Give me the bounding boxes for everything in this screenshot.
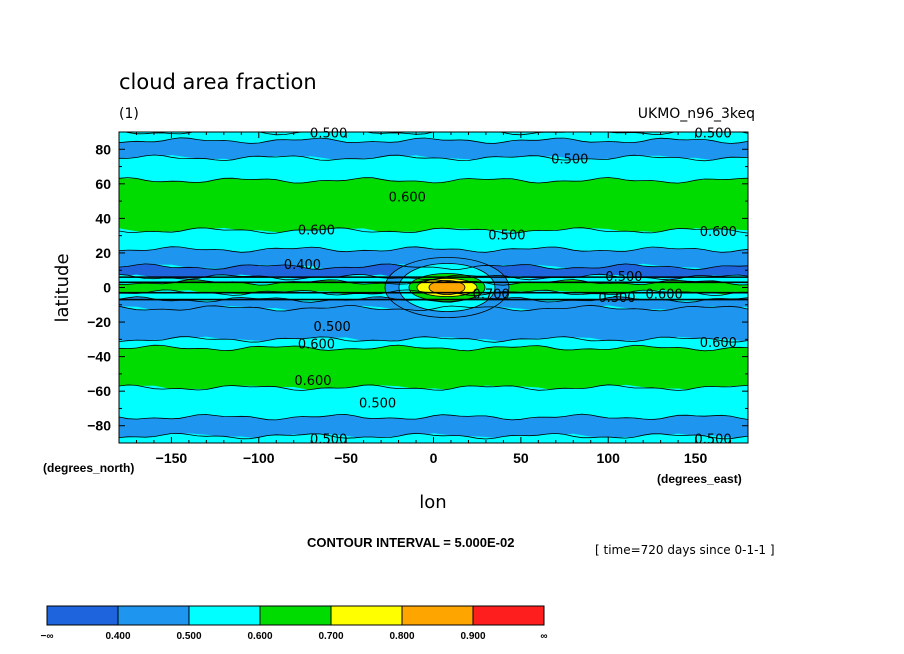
y-tick-label: −40: [87, 349, 111, 365]
contour-line: [384, 257, 510, 318]
contour-label: 0.600: [700, 336, 737, 351]
colorbar-label: 0.800: [389, 631, 414, 642]
colorbar-swatch: [401, 605, 474, 626]
contour-line: [119, 304, 748, 312]
units-label: (1): [119, 106, 139, 122]
contour-line: [119, 413, 748, 421]
contour-band: [119, 345, 748, 391]
x-tick-label: −100: [243, 450, 275, 466]
contour-band: [119, 414, 748, 439]
contour-labels: 0.500 0.500 0.500 0.600 0.600 0.500 0.600 0.400…: [284, 127, 737, 448]
colorbar-swatch: [188, 605, 261, 626]
contour-line: [119, 246, 748, 253]
y-tick-label: −80: [87, 418, 111, 434]
contour-label: 0.600: [700, 225, 737, 240]
contour-line: [428, 280, 466, 295]
contour-line: [119, 344, 748, 352]
x-axis-label: lon: [419, 492, 446, 513]
time-text: [ time=720 days since 0-1-1 ]: [595, 543, 775, 557]
equatorial-max-region: [428, 280, 465, 295]
contour-line: [119, 432, 748, 440]
contour-line: [398, 263, 496, 312]
y-tick-label: 0: [103, 280, 111, 296]
contour-lines: [119, 132, 748, 440]
y-tick-label: −60: [87, 383, 111, 399]
x-units-label: (degrees_east): [657, 472, 742, 486]
y-tick-label: −20: [87, 314, 111, 330]
contour-line: [119, 177, 748, 184]
contour-label: 0.500: [488, 229, 525, 244]
contour-line: [119, 263, 748, 271]
colorbar-swatch: [46, 605, 119, 626]
contour-line: [119, 137, 748, 144]
contour-line: [408, 273, 486, 302]
y-tick-label: 40: [95, 210, 111, 226]
colorbar-label: 0.500: [176, 631, 201, 642]
chart-title: cloud area fraction: [119, 70, 317, 94]
colorbar-label: ∞: [540, 631, 547, 642]
x-axis-ticks: −150 −100 −50 0 50 100 150: [135, 132, 732, 466]
contour-band: [119, 228, 748, 253]
contour-label: 0.600: [298, 223, 335, 238]
contour-band: [119, 336, 748, 351]
contour-label: 0.500: [551, 153, 588, 168]
y-axis-ticks: 80 60 40 20 0 −20 −40 −60 −80: [87, 131, 748, 444]
contour-line: [119, 336, 748, 343]
y-tick-label: 20: [95, 245, 111, 261]
contour-line: [119, 227, 748, 234]
x-tick-label: 50: [513, 450, 529, 466]
x-tick-label: −150: [156, 450, 188, 466]
contour-band: [119, 138, 748, 161]
colorbar-label: 0.900: [460, 631, 485, 642]
contour-band: [119, 177, 748, 233]
x-tick-label: 100: [597, 450, 621, 466]
contour-label: 0.400: [284, 258, 321, 273]
contour-band: [119, 305, 748, 343]
contour-band: [119, 384, 748, 420]
y-tick-label: 60: [95, 176, 111, 192]
contour-label: 0.600: [294, 374, 331, 389]
colorbar-label: 0.400: [105, 631, 130, 642]
contour-label: 0.600: [298, 338, 335, 353]
contour-label: 0.300: [598, 291, 635, 306]
x-tick-label: 0: [430, 450, 438, 466]
contour-label: 0.500: [314, 320, 351, 335]
contour-band: [119, 155, 748, 184]
colorbar: −∞ 0.400 0.500 0.600 0.700 0.800 0.900 ∞: [41, 605, 548, 642]
contour-line: [416, 278, 478, 297]
colorbar-label: 0.700: [318, 631, 343, 642]
contour-label: 0.500: [359, 396, 396, 411]
dataset-label: UKMO_n96_3keq: [638, 106, 755, 122]
contour-line: [119, 154, 748, 162]
contour-interval-text: CONTOUR INTERVAL = 5.000E-02: [307, 535, 514, 550]
colorbar-swatch: [472, 605, 545, 626]
contour-label: 0.600: [646, 287, 683, 302]
x-tick-label: 150: [684, 450, 708, 466]
colorbar-label: 0.600: [247, 631, 272, 642]
y-axis-label: latitude: [52, 253, 73, 322]
y-tick-label: 80: [95, 141, 111, 157]
contour-label: 0.500: [605, 270, 642, 285]
x-tick-label: −50: [334, 450, 358, 466]
y-units-label: (degrees_north): [43, 461, 134, 475]
colorbar-swatch: [259, 605, 332, 626]
contour-line: [119, 384, 748, 391]
colorbar-swatch: [117, 605, 190, 626]
colorbar-label: −∞: [41, 631, 54, 642]
contour-label: 0.700: [473, 287, 510, 302]
colorbar-swatch: [330, 605, 403, 626]
contour-label: 0.600: [389, 191, 426, 206]
